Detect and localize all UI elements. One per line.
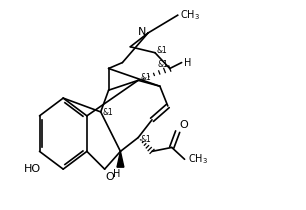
Text: CH$_3$: CH$_3$ [180, 8, 200, 22]
Text: H: H [184, 58, 191, 68]
Text: &1: &1 [140, 135, 151, 143]
Polygon shape [117, 151, 124, 167]
Text: &1: &1 [103, 108, 114, 117]
Text: &1: &1 [140, 73, 151, 82]
Text: CH$_3$: CH$_3$ [188, 152, 207, 166]
Text: HO: HO [24, 164, 42, 174]
Text: O: O [106, 172, 114, 182]
Text: &1: &1 [158, 59, 169, 68]
Text: N: N [138, 27, 146, 37]
Text: O: O [180, 120, 188, 130]
Text: H: H [113, 169, 120, 179]
Text: &1: &1 [157, 46, 168, 55]
